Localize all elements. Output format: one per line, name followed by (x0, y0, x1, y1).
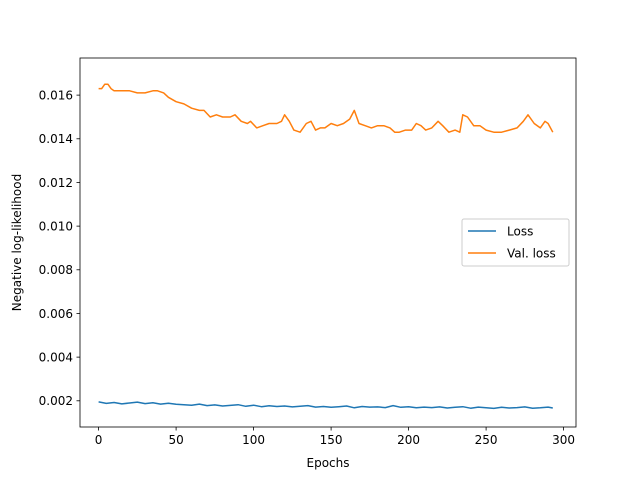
x-tick-label: 300 (552, 433, 575, 447)
y-tick-label: 0.008 (39, 263, 73, 277)
legend: Loss Val. loss (461, 218, 570, 267)
x-tick-label: 0 (95, 433, 103, 447)
x-tick-label: 100 (242, 433, 265, 447)
y-tick-label: 0.016 (39, 88, 73, 102)
series-line-0 (98, 401, 553, 410)
x-tick-label: 50 (168, 433, 183, 447)
x-axis-label: Epochs (307, 456, 350, 470)
y-tick-label: 0.014 (39, 132, 73, 146)
axes-frame (79, 57, 577, 428)
y-tick-label: 0.010 (39, 219, 73, 233)
plot-area (98, 83, 554, 410)
y-tick-label: 0.012 (39, 176, 73, 190)
x-tick-label: 200 (397, 433, 420, 447)
legend-label-1: Val. loss (507, 246, 556, 260)
y-tick-label: 0.006 (39, 307, 73, 321)
x-tick-label: 150 (320, 433, 343, 447)
axes: 0 50 100 150 200 250 300 0.002 0.004 0.006 0.008 0.… (39, 57, 577, 447)
series-line-1 (98, 83, 554, 133)
y-axis-label: Negative log-likelihood (10, 174, 24, 311)
legend-label-0: Loss (507, 224, 533, 238)
y-tick-label: 0.002 (39, 394, 73, 408)
y-tick-label: 0.004 (39, 350, 73, 364)
x-tick-label: 250 (475, 433, 498, 447)
